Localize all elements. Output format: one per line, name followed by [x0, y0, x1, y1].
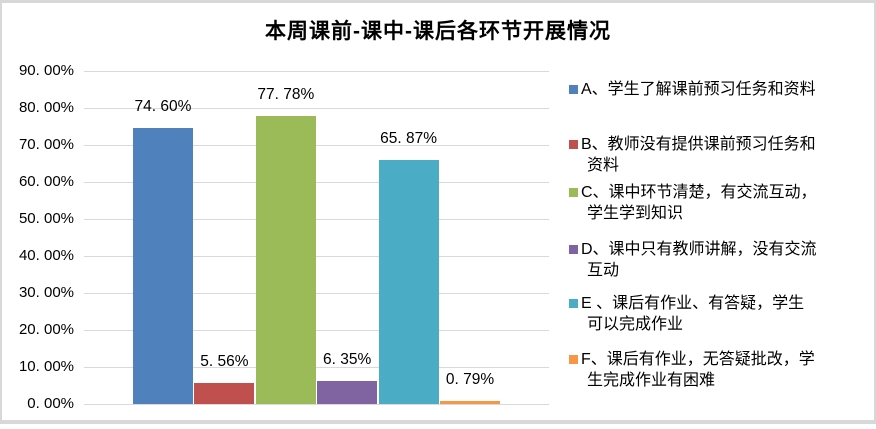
gridline: [84, 255, 549, 257]
legend-item-line: 学生学到知识: [587, 205, 684, 222]
legend-item-line: D、课中只有教师讲解，没有交流: [581, 241, 817, 258]
data-label-a: 74. 60%: [134, 97, 192, 115]
y-axis-tick-label: 0. 00%: [27, 395, 74, 412]
y-axis-tick-label: 40. 00%: [18, 247, 74, 264]
chart-title: 本周课前-课中-课后各环节开展情况: [265, 20, 611, 43]
legend-item-line: A、学生了解课前预习任务和资料: [581, 81, 816, 98]
gridline: [84, 329, 549, 331]
legend-item-line: 可以完成作业: [587, 316, 684, 333]
legend-item-line: F、课后有作业，无答疑批改，学: [581, 351, 815, 368]
bar-a: [133, 127, 193, 404]
gridline: [84, 181, 549, 183]
legend-item-label: A、学生了解课前预习任务和资料: [581, 79, 873, 100]
legend-marker-icon: [569, 299, 578, 308]
gridline: [84, 366, 549, 368]
gridline: [84, 218, 549, 220]
data-label-b: 5. 56%: [200, 353, 249, 371]
gridline: [84, 107, 549, 109]
y-axis-tick-label: 20. 00%: [18, 321, 74, 338]
gridline: [84, 144, 549, 146]
data-label-f: 0. 79%: [445, 371, 495, 389]
legend-item-line: E 、课后有作业、有答疑，学生: [581, 295, 805, 312]
legend-marker-icon: [569, 245, 578, 254]
legend-marker-icon: [569, 85, 578, 94]
y-axis-tick-label: 80. 00%: [18, 99, 74, 116]
gridline: [84, 403, 549, 405]
legend-item-label: E 、课后有作业、有答疑，学生可以完成作业: [581, 293, 873, 335]
bar-e: [378, 160, 439, 404]
legend-item-label: C、课中环节清楚，有交流互动， 学生学到知识: [581, 182, 873, 224]
legend-marker-icon: [569, 355, 578, 364]
y-axis-tick-label: 30. 00%: [18, 284, 74, 301]
gridline: [84, 70, 549, 72]
legend-item-line: C、课中环节清楚，有交流互动，: [581, 184, 817, 201]
y-axis-tick-label: 10. 00%: [18, 358, 74, 375]
bar-c: [255, 116, 316, 404]
legend-item-line: 生完成作业有困难: [587, 372, 716, 389]
data-label-e: 65. 87%: [380, 130, 438, 148]
legend-item-label: F、课后有作业，无答疑批改，学生完成作业有困难: [581, 349, 873, 391]
data-label-c: 77. 78%: [257, 86, 315, 104]
y-axis-tick-label: 70. 00%: [18, 136, 74, 153]
data-label-d: 6. 35%: [323, 350, 372, 368]
legend-marker-icon: [569, 188, 578, 197]
legend-item-line: B、教师没有提供课前预习任务和: [581, 136, 816, 153]
y-axis-tick-label: 50. 00%: [18, 210, 74, 227]
bar-f: [440, 401, 500, 404]
y-axis-tick-label: 90. 00%: [18, 62, 74, 79]
gridline: [84, 292, 549, 294]
bar-d: [317, 380, 378, 404]
y-axis-tick-label: 60. 00%: [18, 173, 74, 190]
bar-b: [194, 383, 255, 404]
legend-item-label: D、课中只有教师讲解，没有交流互动: [581, 239, 873, 281]
legend-item-label: B、教师没有提供课前预习任务和资料: [581, 134, 873, 176]
legend-item-line: 资料: [587, 157, 620, 174]
legend-marker-icon: [569, 140, 578, 149]
legend-item-line: 互动: [587, 262, 620, 279]
